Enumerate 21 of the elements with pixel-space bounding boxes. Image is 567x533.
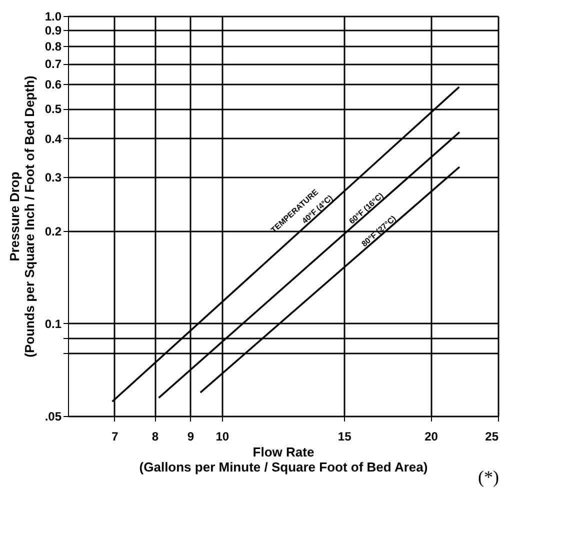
x-tick-label: 10 [216,430,230,444]
y-tick-label: 0.4 [44,132,62,146]
y-tick-label: 0.3 [44,170,62,184]
y-tick-label: .05 [44,410,62,424]
y-tick-label: 0.2 [44,224,62,238]
x-tick-label: 9 [187,430,194,444]
y-tick-label: 0.6 [44,78,62,92]
y-tick-label: 0.5 [44,102,62,116]
text: (*) [478,467,499,487]
x-tick-label: 7 [112,430,119,444]
y-tick-label: 0.1 [44,316,62,331]
x-tick-label: 25 [485,430,499,444]
y-tick-label: 0.9 [44,24,62,38]
x-tick-label: 15 [338,430,352,444]
x-tick-label: 8 [152,430,159,444]
y-tick-label: 1.0 [44,10,62,24]
y-axis-title: Pressure Drop (Pounds per Square Inch / Foot of Bed Depth) [6,76,37,358]
x-axis-title: Flow Rate (Gallons per Minute / Square Foot of Bed Area) [139,444,428,474]
x-tick-label: 20 [424,430,438,444]
y-tick-label: 0.8 [44,39,62,54]
y-tick-label: 0.7 [44,57,62,72]
